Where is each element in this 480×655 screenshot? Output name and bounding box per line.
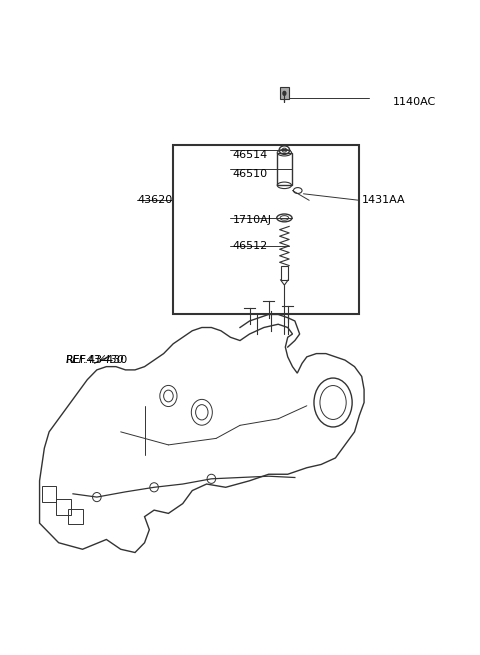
Text: 46514: 46514 (233, 149, 268, 160)
Text: 46512: 46512 (233, 241, 268, 251)
Text: 1710AJ: 1710AJ (233, 215, 272, 225)
Text: 46510: 46510 (233, 169, 268, 179)
Ellipse shape (283, 92, 286, 96)
Bar (173, 145, 360, 314)
Bar (68, 509, 83, 525)
Text: REF.43-430: REF.43-430 (66, 355, 124, 365)
Text: 43620: 43620 (137, 195, 173, 205)
Text: REF.43-430: REF.43-430 (66, 355, 128, 365)
Bar (42, 486, 56, 502)
Text: 1140AC: 1140AC (393, 98, 436, 107)
Bar (281, 265, 288, 280)
Bar (56, 499, 71, 515)
Bar (280, 88, 289, 99)
Bar (277, 153, 291, 185)
Text: 1431AA: 1431AA (362, 195, 405, 205)
